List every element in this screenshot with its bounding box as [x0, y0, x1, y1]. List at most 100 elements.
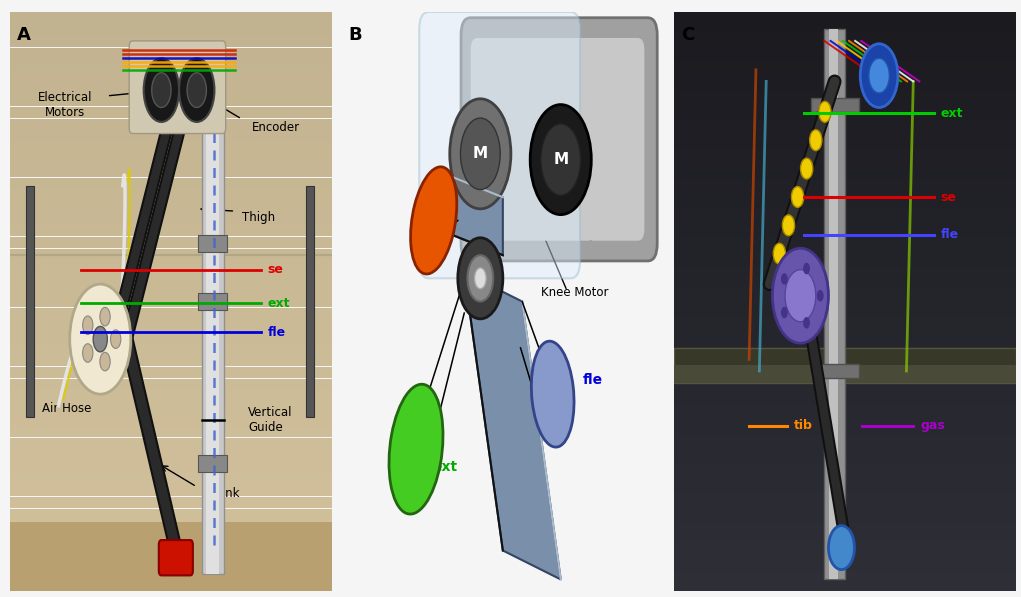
Bar	[674, 394, 1016, 405]
Text: ext: ext	[940, 107, 963, 120]
Bar	[10, 24, 332, 36]
Bar	[674, 266, 1016, 277]
Circle shape	[152, 73, 172, 107]
Bar	[674, 109, 1016, 120]
Bar	[674, 355, 1016, 365]
Text: Encoder: Encoder	[251, 121, 299, 134]
Bar	[10, 237, 332, 248]
Circle shape	[800, 158, 813, 179]
Text: se: se	[940, 191, 957, 204]
Circle shape	[530, 104, 591, 215]
Circle shape	[468, 255, 493, 301]
Circle shape	[100, 352, 110, 371]
Bar	[10, 485, 332, 497]
Bar	[10, 473, 332, 485]
Bar	[10, 556, 332, 567]
Circle shape	[541, 124, 581, 195]
Bar	[811, 98, 859, 112]
Bar	[10, 355, 332, 367]
Bar	[674, 374, 1016, 385]
FancyBboxPatch shape	[461, 18, 658, 261]
Bar	[10, 284, 332, 296]
Bar	[674, 384, 1016, 395]
Bar	[674, 188, 1016, 198]
Bar	[10, 509, 332, 520]
Bar	[674, 345, 1016, 355]
Ellipse shape	[389, 384, 443, 514]
Text: M: M	[473, 146, 488, 161]
Circle shape	[475, 268, 486, 289]
Ellipse shape	[531, 341, 574, 447]
Circle shape	[110, 330, 120, 349]
Circle shape	[817, 290, 824, 301]
Bar	[10, 426, 332, 438]
Bar	[10, 580, 332, 591]
Text: tib: tib	[793, 420, 813, 432]
Bar	[674, 159, 1016, 169]
Bar	[674, 100, 1016, 110]
Bar	[10, 95, 332, 106]
Circle shape	[83, 344, 93, 362]
Bar	[674, 11, 1016, 21]
Bar	[674, 237, 1016, 248]
Bar	[10, 12, 332, 24]
Circle shape	[861, 44, 897, 107]
Bar	[674, 571, 1016, 581]
Ellipse shape	[410, 167, 456, 274]
Bar	[10, 272, 332, 284]
Text: ext: ext	[268, 297, 290, 310]
Circle shape	[83, 316, 93, 334]
Circle shape	[828, 525, 855, 570]
Bar	[10, 60, 332, 71]
Bar	[10, 367, 332, 378]
Bar	[674, 217, 1016, 228]
Bar	[198, 293, 228, 310]
Bar	[10, 1, 332, 12]
Bar	[674, 198, 1016, 208]
Bar	[674, 493, 1016, 503]
Circle shape	[100, 307, 110, 326]
Circle shape	[93, 327, 107, 352]
Bar	[674, 443, 1016, 454]
Bar	[674, 482, 1016, 493]
Bar	[674, 178, 1016, 189]
Bar	[674, 473, 1016, 483]
Circle shape	[791, 186, 804, 207]
Bar	[674, 276, 1016, 287]
Bar	[10, 544, 332, 556]
Bar	[811, 364, 859, 378]
Bar	[674, 433, 1016, 444]
Circle shape	[450, 99, 510, 209]
Bar	[674, 453, 1016, 463]
Bar	[10, 343, 332, 355]
Bar	[10, 402, 332, 414]
Bar	[674, 404, 1016, 414]
Bar	[10, 71, 332, 83]
Bar	[674, 306, 1016, 316]
Bar	[674, 561, 1016, 571]
Bar	[10, 497, 332, 508]
Bar	[674, 51, 1016, 61]
Bar	[674, 365, 1016, 375]
Bar	[674, 80, 1016, 91]
Circle shape	[782, 215, 794, 236]
Bar	[10, 568, 332, 579]
Bar	[201, 53, 224, 574]
Bar	[674, 423, 1016, 434]
Text: gas: gas	[920, 420, 944, 432]
Bar	[674, 168, 1016, 179]
Bar	[10, 166, 332, 177]
Bar	[674, 325, 1016, 336]
Circle shape	[785, 270, 816, 322]
Bar	[10, 438, 332, 449]
Bar	[10, 331, 332, 343]
Bar	[10, 319, 332, 331]
Bar	[674, 414, 1016, 424]
Bar	[10, 414, 332, 426]
Text: fle: fle	[940, 229, 959, 241]
Bar	[198, 455, 228, 472]
Circle shape	[773, 244, 785, 264]
Bar	[674, 70, 1016, 81]
Bar	[10, 307, 332, 319]
Text: A: A	[16, 26, 31, 44]
